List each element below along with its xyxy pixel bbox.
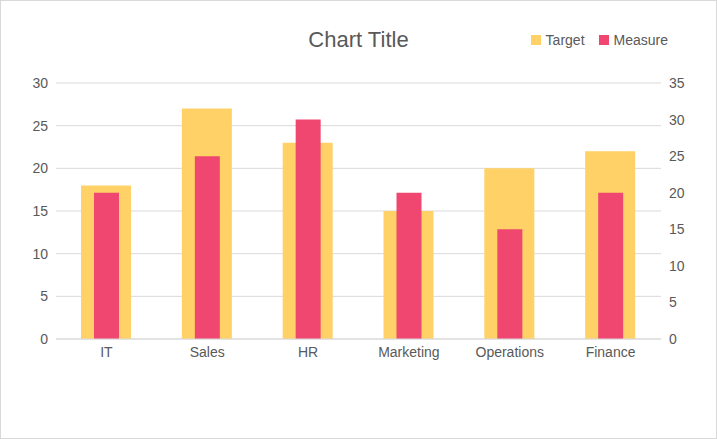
html-text:Target: Target	[545, 32, 585, 48]
svg-text:Operations: Operations	[476, 344, 544, 360]
svg-text:10: 10	[669, 258, 685, 274]
html-text:Chart Title: Chart Title	[308, 27, 409, 52]
html-text:Measure: Measure	[613, 32, 668, 48]
svg-text:30: 30	[32, 75, 48, 91]
svg-text:Finance: Finance	[586, 344, 636, 360]
svg-text:30: 30	[669, 112, 685, 128]
svg-text:5: 5	[40, 288, 48, 304]
svg-text:Sales: Sales	[190, 344, 225, 360]
svg-text:10: 10	[32, 246, 48, 262]
svg-text:Marketing: Marketing	[378, 344, 439, 360]
svg-text:20: 20	[669, 185, 685, 201]
svg-text:5: 5	[669, 294, 677, 310]
svg-text:0: 0	[40, 331, 48, 347]
svg-text:25: 25	[32, 118, 48, 134]
svg-text:20: 20	[32, 160, 48, 176]
svg-text:0: 0	[669, 331, 677, 347]
svg-text:15: 15	[32, 203, 48, 219]
svg-text:HR: HR	[298, 344, 318, 360]
svg-text:35: 35	[669, 75, 685, 91]
svg-text:25: 25	[669, 148, 685, 164]
svg-text:IT: IT	[100, 344, 113, 360]
svg-text:15: 15	[669, 221, 685, 237]
